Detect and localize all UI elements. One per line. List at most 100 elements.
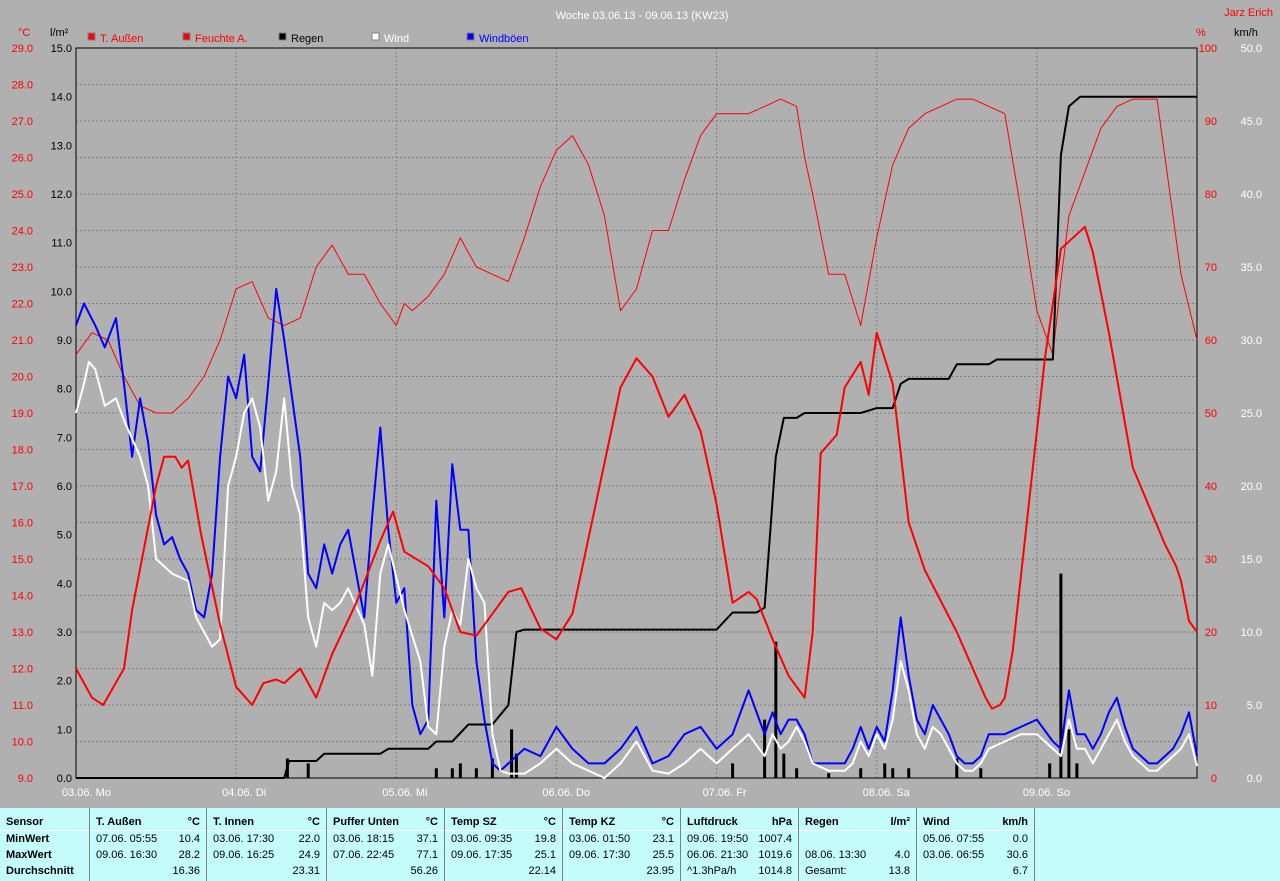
rain-bar: [434, 768, 438, 778]
rain-bar: [474, 768, 478, 778]
stats-cell: Gesamt:: [805, 865, 847, 877]
stats-value: 23.31: [292, 865, 320, 877]
rain-tick-label: 0.0: [57, 773, 72, 785]
rain-bar: [827, 773, 831, 778]
stats-cell: Temp SZ: [451, 816, 497, 828]
rain-bar: [763, 719, 767, 778]
series-line-regen: [76, 95, 1197, 779]
wind-tick-label: 0.0: [1247, 773, 1262, 785]
chart-background: [0, 0, 1280, 808]
temp-tick-label: 26.0: [12, 153, 33, 165]
stats-value: 37.1: [416, 833, 438, 845]
rain-tick-label: 8.0: [57, 384, 72, 396]
temp-tick-label: 25.0: [12, 189, 33, 201]
stats-cell: 03.06. 09:35: [451, 833, 513, 845]
rain-bar: [458, 763, 462, 778]
stats-value: 24.9: [298, 849, 320, 861]
stats-cell: 08.06. 13:30: [805, 849, 867, 861]
stats-cell: 09.06. 17:35: [451, 849, 513, 861]
humidity-tick-label: 10: [1205, 700, 1217, 712]
stats-value: °C: [187, 816, 200, 828]
stats-value: 30.6: [1006, 849, 1028, 861]
min-label: MinWert: [6, 833, 50, 845]
weather-chart: 29.0 28.0 27.0 26.0 25.0 24.0 23.0 22.0 21.0 20.0…: [0, 0, 1280, 808]
rain-tick-label: 3.0: [57, 627, 72, 639]
stats-cell: 07.06. 22:45: [333, 849, 395, 861]
rain-tick-label: 11.0: [51, 238, 72, 250]
rain-tick-label: 5.0: [57, 530, 72, 542]
stats-separator: [207, 830, 326, 831]
temp-unit-label: °C: [18, 27, 30, 39]
stats-cell: Temp KZ: [569, 816, 616, 828]
stats-separator: [90, 830, 206, 831]
stats-cell: Luftdruck: [687, 816, 738, 828]
day-label: 03.06. Mo: [62, 787, 111, 799]
rain-tick-label: 1.0: [57, 724, 72, 736]
chart-series: [75, 95, 1198, 779]
rain-tick-label: 14.0: [51, 92, 72, 104]
rain-bar: [955, 758, 959, 778]
rain-bar: [1059, 573, 1063, 778]
stats-separator: [681, 830, 798, 831]
temp-tick-label: 22.0: [12, 299, 33, 311]
rain-bar: [1067, 729, 1071, 778]
stats-value: 25.1: [534, 849, 556, 861]
stats-value: hPa: [771, 816, 792, 828]
stats-cell: Wind: [923, 816, 950, 828]
wind-tick-label: 40.0: [1241, 189, 1262, 201]
series-line-t-au-en: [75, 225, 1198, 710]
stats-panel: Sensor MinWert MaxWert Durchschnitt T. A…: [0, 808, 1280, 881]
temp-tick-label: 13.0: [12, 627, 33, 639]
humidity-tick-label: 40: [1205, 481, 1217, 493]
stats-cell: 06.06. 21:30: [687, 849, 749, 861]
stats-value: 1014.8: [758, 865, 792, 877]
temp-tick-label: 16.0: [12, 518, 33, 530]
chart-grid: [75, 47, 1198, 779]
temp-tick-label: 9.0: [18, 773, 33, 785]
humidity-tick-label: 90: [1205, 116, 1217, 128]
legend-label: Windböen: [479, 33, 529, 45]
rain-bar: [795, 768, 799, 778]
legend-swatch: [278, 32, 287, 41]
avg-label: Durchschnitt: [6, 865, 74, 877]
stats-cell: 05.06. 07:55: [923, 833, 985, 845]
rain-bar: [510, 729, 514, 778]
rain-bar: [450, 768, 454, 778]
temp-tick-label: 17.0: [12, 481, 33, 493]
stats-cell: 07.06. 05:55: [96, 833, 158, 845]
stats-cell: 09.06. 16:30: [96, 849, 158, 861]
stats-cell: 03.06. 18:15: [333, 833, 395, 845]
stats-cell: 09.06. 17:30: [569, 849, 631, 861]
day-label: 06.06. Do: [542, 787, 590, 799]
sensor-label: Sensor: [6, 816, 44, 828]
temp-tick-label: 24.0: [12, 226, 33, 238]
rain-bars: [285, 573, 1079, 778]
temp-tick-label: 10.0: [12, 737, 33, 749]
day-label: 08.06. Sa: [863, 787, 911, 799]
stats-value: 13.8: [888, 865, 910, 877]
stats-separator: [445, 830, 562, 831]
stats-block-temp-sz: Temp SZ °C 03.06. 09:35 19.8 09.06. 17:35 25.…: [445, 808, 563, 881]
stats-value: °C: [543, 816, 556, 828]
author-label: Jarz Erich: [1224, 7, 1273, 19]
temp-tick-label: 21.0: [12, 335, 33, 347]
stats-value: 16.36: [172, 865, 200, 877]
humidity-unit-label: %: [1196, 27, 1206, 39]
temp-tick-label: 15.0: [12, 554, 33, 566]
rain-bar: [731, 763, 735, 778]
stats-value: 10.4: [178, 833, 200, 845]
temp-tick-label: 19.0: [12, 408, 33, 420]
humidity-tick-label: 100: [1199, 43, 1217, 55]
stats-value: 23.1: [652, 833, 674, 845]
temp-tick-label: 27.0: [12, 116, 33, 128]
rain-tick-label: 15.0: [51, 43, 72, 55]
stats-separator: [917, 830, 1034, 831]
stats-value: 28.2: [178, 849, 200, 861]
stats-value: 1007.4: [758, 833, 792, 845]
stats-cell: 03.06. 01:50: [569, 833, 631, 845]
stats-blocks: T. Außen °C 07.06. 05:55 10.4 09.06. 16:30 28…: [90, 808, 1035, 881]
wind-tick-label: 15.0: [1241, 554, 1262, 566]
rain-bar: [883, 763, 887, 778]
stats-block-temp-kz: Temp KZ °C 03.06. 01:50 23.1 09.06. 17:30 25.…: [563, 808, 681, 881]
rain-tick-label: 6.0: [57, 481, 72, 493]
